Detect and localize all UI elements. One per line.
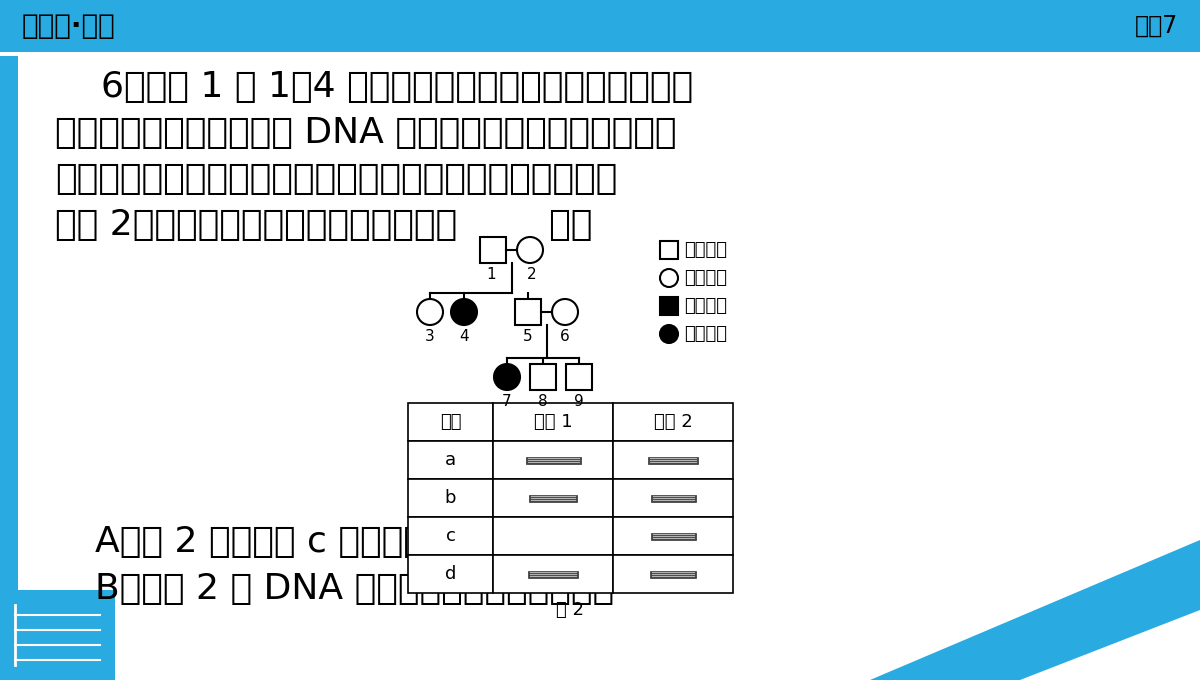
Bar <box>493 441 613 479</box>
Text: 病基因或正常基因的相关 DNA 片段各自用电泳法分离。正常: 病基因或正常基因的相关 DNA 片段各自用电泳法分离。正常 <box>55 116 677 150</box>
Polygon shape <box>870 540 1200 680</box>
Bar <box>408 479 493 517</box>
Text: 编号: 编号 <box>439 413 461 431</box>
Text: 条带 2: 条带 2 <box>654 413 692 431</box>
Text: 女性正常: 女性正常 <box>684 269 727 287</box>
Text: 9: 9 <box>574 394 584 409</box>
Text: 图 1: 图 1 <box>533 412 560 430</box>
Text: 1: 1 <box>486 267 496 282</box>
Text: c: c <box>445 527 456 545</box>
Bar <box>408 441 493 479</box>
Bar <box>528 571 578 577</box>
Text: A．图 2 中的编号 c 对应系谱图中的 4 号个体: A．图 2 中的编号 c 对应系谱图中的 4 号个体 <box>95 525 601 559</box>
Bar <box>650 494 696 502</box>
Text: 6: 6 <box>560 329 570 344</box>
Text: 基因显示一个条带，患病基因显示另一个不同的条带，结果: 基因显示一个条带，患病基因显示另一个不同的条带，结果 <box>55 162 617 196</box>
Bar <box>493 479 613 517</box>
Bar <box>526 456 581 464</box>
Text: 6．对图 1 中 1～4 号个体进行基因检测，将含有该遗传: 6．对图 1 中 1～4 号个体进行基因检测，将含有该遗传 <box>55 70 694 104</box>
Text: 如图 2。下列有关分析判断不正确的是（        ）。: 如图 2。下列有关分析判断不正确的是（ ）。 <box>55 208 593 242</box>
Bar <box>648 456 698 464</box>
Circle shape <box>660 325 678 343</box>
Bar <box>0 56 18 680</box>
Text: 7: 7 <box>502 394 512 409</box>
Bar <box>613 479 733 517</box>
Bar <box>650 532 696 539</box>
Text: 8: 8 <box>538 394 548 409</box>
Bar <box>660 297 678 315</box>
Bar <box>480 237 506 263</box>
Bar <box>613 441 733 479</box>
Bar <box>493 403 613 441</box>
Text: 专题7: 专题7 <box>1135 14 1178 38</box>
Bar <box>530 364 556 390</box>
Text: 女性患病: 女性患病 <box>684 325 727 343</box>
Polygon shape <box>1020 610 1200 680</box>
Text: 二轮书·生物: 二轮书·生物 <box>22 12 115 40</box>
Text: 2: 2 <box>527 267 536 282</box>
Text: a: a <box>445 451 456 469</box>
Circle shape <box>451 299 478 325</box>
Text: B．条带 2 的 DNA 片段含有该遗传病致病基因: B．条带 2 的 DNA 片段含有该遗传病致病基因 <box>95 572 614 606</box>
Bar <box>515 299 541 325</box>
Circle shape <box>517 237 542 263</box>
Bar <box>493 555 613 593</box>
Text: 男性患病: 男性患病 <box>684 297 727 315</box>
Text: d: d <box>445 565 456 583</box>
Text: 男性正常: 男性正常 <box>684 241 727 259</box>
Circle shape <box>552 299 578 325</box>
Bar <box>613 403 733 441</box>
Circle shape <box>418 299 443 325</box>
Text: 5: 5 <box>523 329 533 344</box>
Text: 3: 3 <box>425 329 434 344</box>
Text: 条带 1: 条带 1 <box>534 413 572 431</box>
Text: 4: 4 <box>460 329 469 344</box>
Bar <box>613 555 733 593</box>
Circle shape <box>494 364 520 390</box>
Bar <box>408 517 493 555</box>
Bar <box>408 555 493 593</box>
Bar <box>0 0 1200 52</box>
Bar <box>0 52 1200 56</box>
Bar <box>0 590 115 680</box>
Bar <box>613 517 733 555</box>
Text: 图 2: 图 2 <box>557 601 584 619</box>
Bar <box>660 241 678 259</box>
Bar <box>529 494 577 502</box>
Bar <box>650 571 696 577</box>
Text: b: b <box>445 489 456 507</box>
Bar <box>566 364 592 390</box>
Bar <box>493 517 613 555</box>
Bar <box>408 403 493 441</box>
Circle shape <box>660 269 678 287</box>
